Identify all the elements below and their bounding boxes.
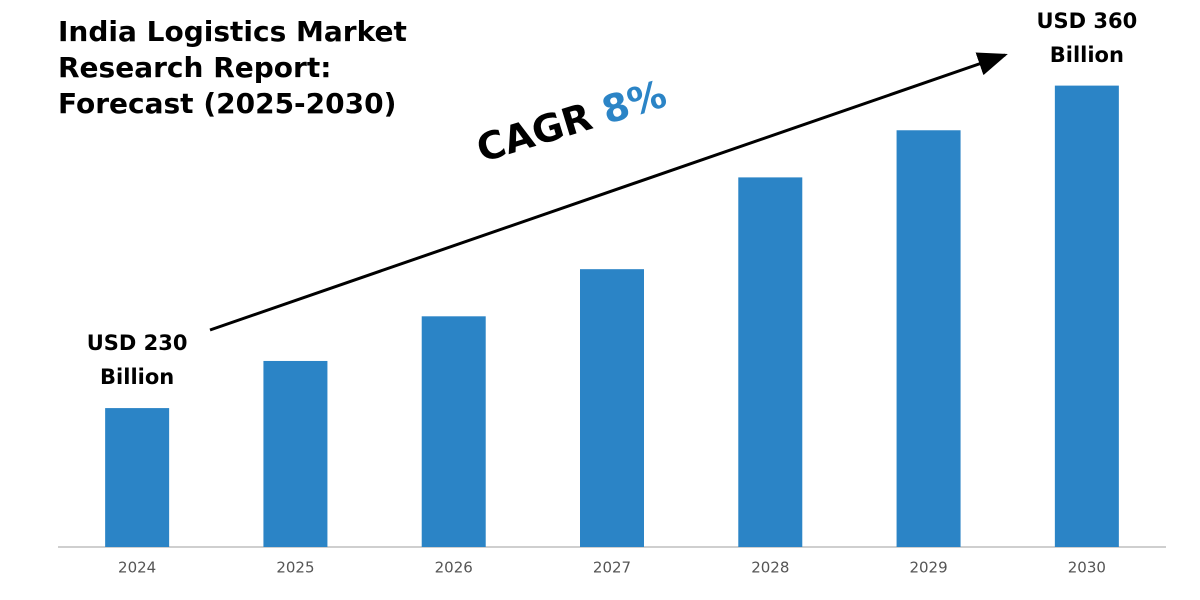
value-label: USD 360 Billion [1036, 8, 1138, 67]
x-tick-label: 2029 [909, 559, 947, 577]
value-label: USD 230 Billion [86, 331, 188, 390]
bar [421, 316, 486, 547]
x-tick-label: 2028 [751, 559, 789, 577]
x-tick-label: 2025 [276, 559, 314, 577]
x-tick-label: 2027 [593, 559, 631, 577]
x-tick-label: 2026 [435, 559, 473, 577]
bar [263, 360, 328, 547]
bar [580, 269, 644, 547]
trend-arrow [209, 52, 1008, 332]
bar [105, 408, 170, 547]
bar [1054, 85, 1119, 548]
chart-title: India Logistics Market Research Report: … [58, 15, 407, 120]
x-tick-label: 2024 [118, 559, 156, 577]
x-tick-label: 2030 [1068, 559, 1106, 577]
bar [896, 130, 961, 547]
bar [738, 177, 803, 548]
